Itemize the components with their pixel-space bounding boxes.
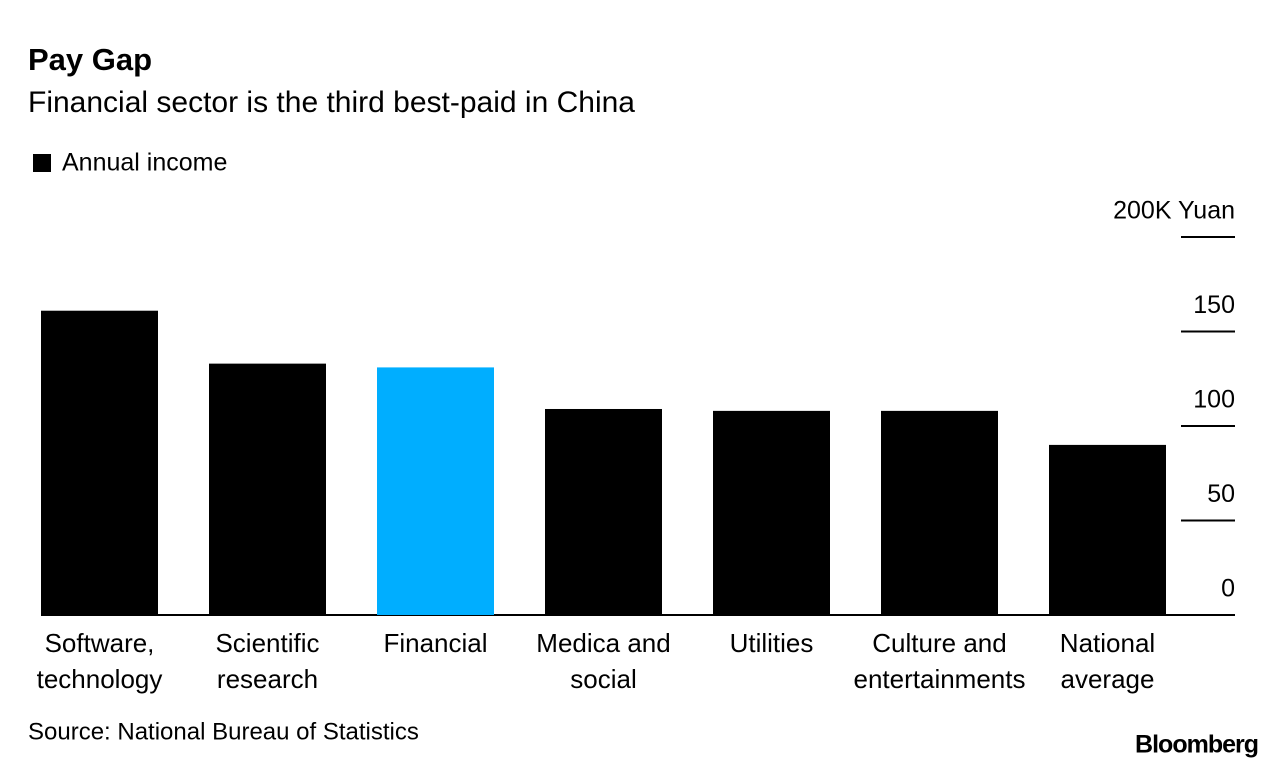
x-tick-label: Culture and (872, 628, 1006, 658)
x-tick-label: Software, (45, 628, 155, 658)
y-tick-label: 50 (1207, 480, 1235, 508)
x-tick-label: Medica and (536, 628, 670, 658)
brand-logo: Bloomberg (1135, 731, 1258, 759)
x-tick-label: Scientific (215, 628, 319, 658)
chart-subtitle: Financial sector is the third best-paid … (28, 86, 635, 119)
bar (881, 410, 998, 615)
x-tick-label: Utilities (730, 628, 814, 658)
x-tick-label: entertainments (854, 664, 1026, 694)
y-tick-label: 200K Yuan (1113, 197, 1235, 225)
bar (1049, 444, 1166, 615)
y-tick-label: 0 (1221, 575, 1235, 603)
x-tick-label: research (217, 664, 318, 694)
bar (545, 408, 662, 615)
bar (41, 310, 158, 615)
x-tick-label: average (1061, 664, 1155, 694)
y-tick-label: 100 (1193, 386, 1235, 414)
bar (377, 367, 494, 615)
x-tick-label: technology (37, 664, 163, 694)
legend-swatch (33, 154, 51, 172)
chart-title: Pay Gap (28, 42, 152, 77)
bar (713, 410, 830, 615)
legend-label: Annual income (62, 149, 227, 177)
y-tick-label: 150 (1193, 291, 1235, 319)
bar (209, 363, 326, 615)
x-tick-label: Financial (383, 628, 487, 658)
x-tick-label: social (570, 664, 636, 694)
source: Source: National Bureau of Statistics (28, 718, 419, 745)
x-tick-label: National (1060, 628, 1155, 658)
